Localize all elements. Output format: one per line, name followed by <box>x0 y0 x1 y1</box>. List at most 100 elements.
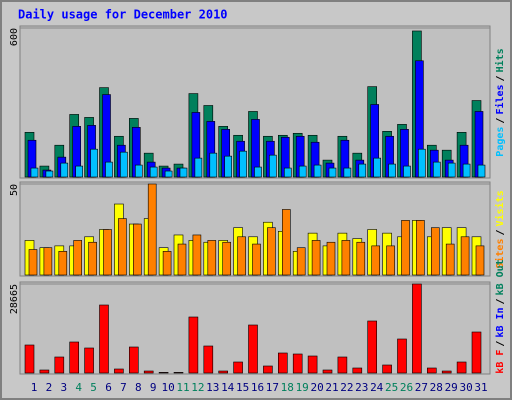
x-tick-label: 14 <box>221 381 235 394</box>
legend-entry: Hits <box>494 48 506 72</box>
bar <box>426 367 437 374</box>
legend-separator: / <box>495 229 506 235</box>
bar <box>188 316 199 374</box>
bar <box>120 151 128 178</box>
bar <box>412 283 422 374</box>
bar <box>311 240 321 276</box>
x-tick-label: 23 <box>355 381 368 394</box>
x-tick-label: 10 <box>161 381 174 394</box>
bar <box>194 157 203 178</box>
bar <box>252 243 261 276</box>
bar <box>203 345 214 374</box>
bar <box>432 161 441 178</box>
bar <box>341 240 351 276</box>
bar <box>430 227 440 276</box>
bar <box>192 234 202 276</box>
bar <box>114 368 124 374</box>
bar <box>90 148 98 178</box>
bar <box>456 361 467 374</box>
x-tick-label: 26 <box>400 381 413 394</box>
bar <box>356 241 366 276</box>
x-tick-label: 2 <box>46 381 53 394</box>
bar <box>281 209 291 276</box>
x-tick-label: 12 <box>191 381 204 394</box>
legend-separator: / <box>495 341 506 347</box>
bar <box>386 245 395 276</box>
bar <box>173 372 184 374</box>
bar <box>45 170 54 178</box>
legend-entry: Files <box>494 84 506 114</box>
bar <box>441 370 452 374</box>
bar <box>43 247 53 276</box>
bar <box>237 236 246 276</box>
bar <box>222 241 231 276</box>
bar <box>267 227 276 276</box>
bar <box>164 170 173 178</box>
bar <box>207 240 217 276</box>
legend-separator: / <box>495 118 506 124</box>
bar <box>403 165 411 178</box>
bar <box>475 245 485 276</box>
bar <box>129 346 139 374</box>
bar <box>401 220 410 276</box>
x-tick-label: 25 <box>385 381 398 394</box>
bar <box>307 355 318 374</box>
x-tick-label: 16 <box>251 381 264 394</box>
bar <box>158 372 169 374</box>
legend-entry: kB Out <box>495 259 506 295</box>
bar <box>477 164 486 178</box>
bar <box>326 241 336 276</box>
bar <box>209 152 218 178</box>
legend-entry: Sites <box>494 239 506 269</box>
bar <box>103 229 112 276</box>
bar <box>337 356 348 374</box>
x-tick-label: 15 <box>236 381 249 394</box>
legend-entry: Visits <box>494 190 506 226</box>
bar <box>24 344 35 374</box>
bar <box>105 161 113 178</box>
bar <box>352 367 363 374</box>
bar <box>371 245 381 276</box>
bar <box>263 365 273 374</box>
bar <box>298 165 307 178</box>
bar <box>147 183 157 276</box>
x-tick-label: 30 <box>459 381 472 394</box>
bar <box>179 167 188 178</box>
bar <box>162 251 172 276</box>
bar <box>322 369 333 374</box>
bar <box>328 167 337 178</box>
legend: Sites / Visits <box>494 190 506 268</box>
bar <box>73 240 82 276</box>
legend-entry: Pages <box>495 127 506 157</box>
bar <box>445 243 455 276</box>
x-tick-label: 27 <box>415 381 428 394</box>
x-tick-label: 21 <box>325 381 338 394</box>
bar <box>269 154 277 178</box>
bar <box>149 166 158 178</box>
bar <box>397 338 407 374</box>
legend: kB F / kB In / kB Out <box>495 259 506 373</box>
bar <box>460 236 470 276</box>
legend-separator: / <box>495 298 506 304</box>
x-tick-label: 24 <box>370 381 384 394</box>
legend-separator: / <box>495 75 506 81</box>
x-tick-label: 7 <box>120 381 127 394</box>
bar <box>224 155 232 178</box>
x-tick-label: 8 <box>135 381 142 394</box>
bar <box>239 150 247 178</box>
y-tick-label: 50 <box>9 184 20 196</box>
bar <box>177 243 187 276</box>
x-tick-label: 17 <box>266 381 279 394</box>
x-tick-label: 19 <box>296 381 309 394</box>
bar <box>30 167 39 178</box>
bar <box>373 157 382 178</box>
legend: Pages / Files / Hits <box>494 48 506 156</box>
x-tick-label: 18 <box>281 381 294 394</box>
bar <box>75 165 83 178</box>
legend-entry: kB F <box>495 350 506 374</box>
x-tick-label: 22 <box>340 381 353 394</box>
bar <box>143 370 154 374</box>
bar <box>277 352 288 374</box>
bar <box>233 361 243 374</box>
